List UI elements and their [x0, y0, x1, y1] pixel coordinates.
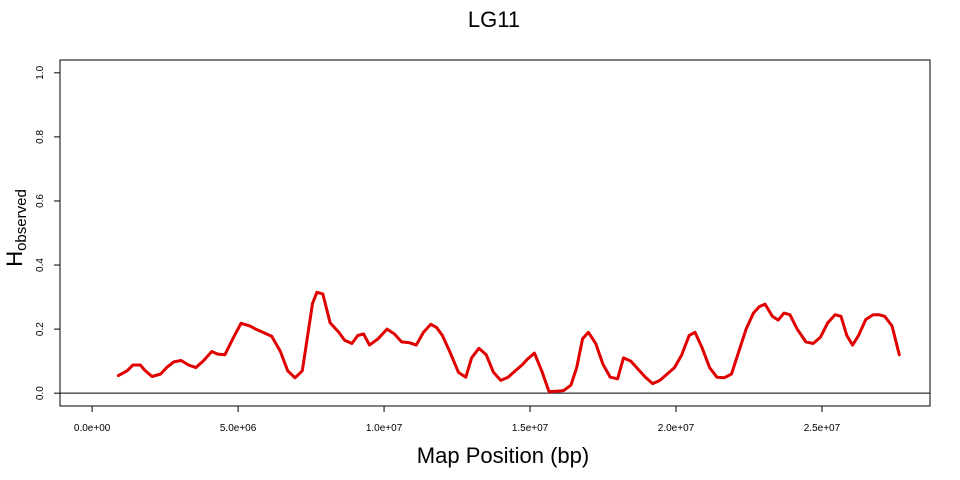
y-tick-label: 1.0	[35, 65, 46, 79]
x-tick-label: 2.0e+07	[658, 423, 695, 434]
y-tick-label: 0.0	[35, 386, 46, 400]
x-axis: 0.0e+00 5.0e+06 1.0e+07 1.5e+07 2.0e+07 2.5e+…	[74, 405, 841, 434]
x-tick-label: 1.5e+07	[512, 423, 549, 434]
y-axis-label-subscript: observed	[13, 189, 30, 251]
y-axis-label-main: H	[2, 251, 27, 267]
y-tick-label: 0.8	[35, 130, 46, 144]
y-axis: 0.0 0.2 0.4 0.6 0.8 1.0	[35, 65, 61, 400]
x-axis-label: Map Position (bp)	[417, 443, 589, 468]
chart-title: LG11	[468, 7, 520, 32]
x-tick-label: 2.5e+07	[804, 423, 841, 434]
x-tick-label: 0.0e+00	[74, 423, 111, 434]
x-tick-label: 5.0e+06	[220, 423, 257, 434]
x-tick-label: 1.0e+07	[366, 423, 403, 434]
y-tick-label: 0.6	[35, 194, 46, 208]
series-line	[116, 290, 901, 394]
y-axis-label: Hobserved	[2, 189, 30, 267]
plot-area-border	[59, 59, 931, 407]
y-tick-label: 0.4	[35, 258, 46, 272]
y-tick-label: 0.2	[35, 322, 46, 336]
series-layer	[116, 290, 901, 394]
